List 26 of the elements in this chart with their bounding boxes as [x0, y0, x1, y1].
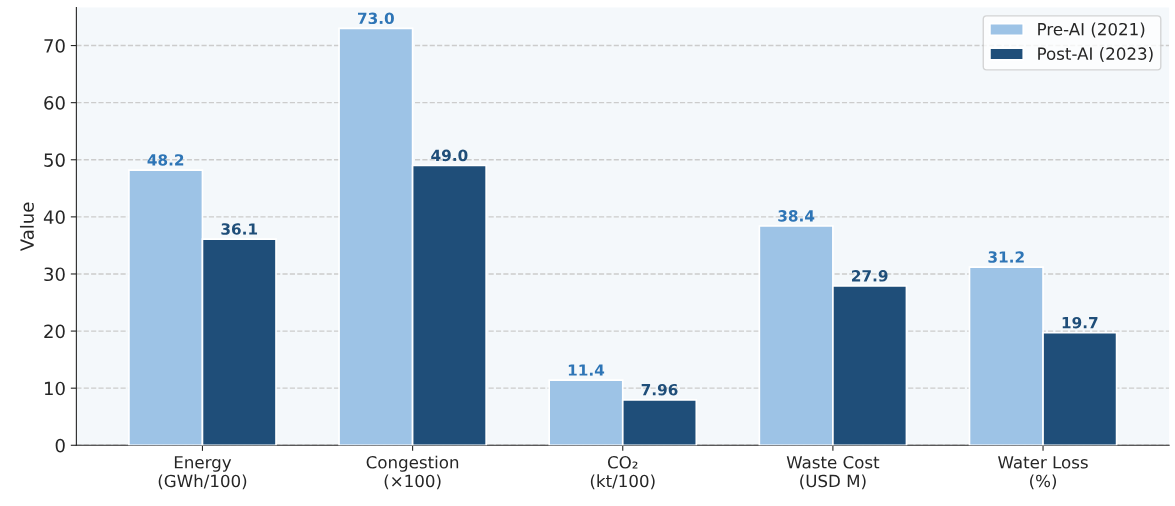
x-tick-label: Waste Cost (USD M)	[786, 455, 880, 490]
x-tick-label: Water Loss (%)	[998, 456, 1088, 490]
data-label: 73.0	[358, 12, 394, 25]
x-tick-label: CO₂ (kt/100)	[590, 455, 655, 490]
legend-label: Pre-AI (2021)	[1038, 22, 1145, 38]
data-label: 11.4	[568, 364, 605, 376]
legend-label: Post-AI (2023)	[1038, 47, 1153, 62]
y-tick-label: 40	[43, 210, 65, 224]
y-tick-label: 10	[44, 381, 65, 396]
data-label: 31.2	[988, 251, 1024, 263]
data-label: 27.9	[852, 270, 888, 282]
data-label: 49.0	[431, 149, 468, 162]
data-label: 7.96	[641, 383, 678, 396]
y-tick-label: 70	[44, 39, 65, 53]
data-label: 19.7	[1062, 316, 1098, 329]
data-label: 38.4	[778, 210, 815, 222]
data-label: 36.1	[221, 223, 258, 235]
y-tick-label: 20	[44, 324, 65, 339]
data-label: 48.2	[147, 154, 184, 166]
y-tick-label: 50	[44, 153, 65, 167]
y-tick-label: 0	[55, 438, 65, 453]
x-tick-label: Energy (GWh/100)	[158, 456, 247, 490]
x-tick-label: Congestion (×100)	[366, 455, 459, 490]
y-tick-label: 60	[44, 96, 65, 110]
y-tick-label: 30	[44, 267, 65, 282]
y-axis-title: Value	[19, 202, 34, 252]
